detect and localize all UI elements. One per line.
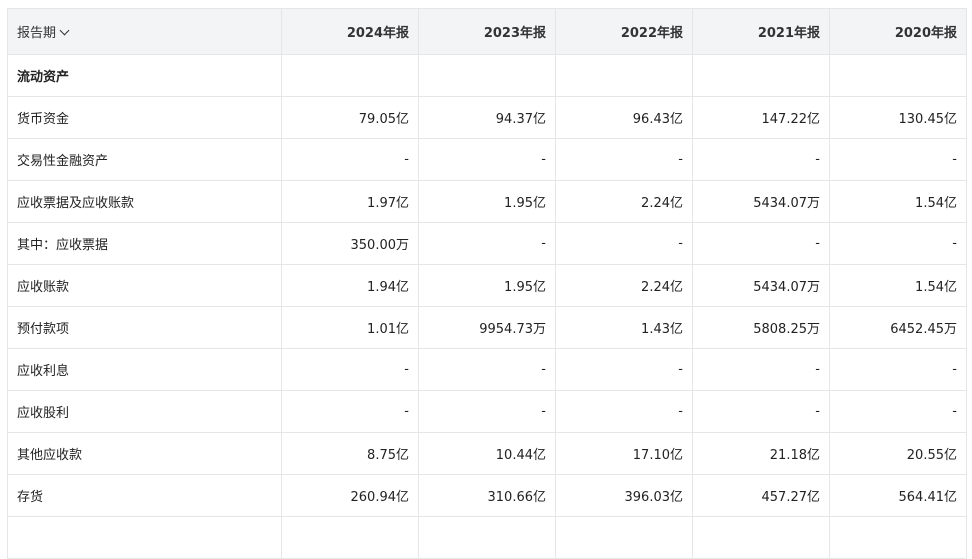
cell: - — [555, 348, 693, 391]
period-dropdown-label: 报告期 — [17, 26, 57, 41]
table-row: 预付款项 1.01亿 9954.73万 1.43亿 5808.25万 6452.… — [7, 306, 967, 349]
row-label: 货币资金 — [7, 96, 282, 139]
table-row — [7, 516, 967, 559]
cell: 9954.73万 — [418, 306, 556, 349]
table-row: 应收票据及应收账款 1.97亿 1.95亿 2.24亿 5434.07万 1.5… — [7, 180, 967, 223]
cell: 310.66亿 — [418, 474, 556, 517]
cell: - — [418, 348, 556, 391]
row-label: 交易性金融资产 — [7, 138, 282, 181]
table-row: 存货 260.94亿 310.66亿 396.03亿 457.27亿 564.4… — [7, 474, 967, 517]
table-row: 应收利息 - - - - - — [7, 348, 967, 391]
cell: 79.05亿 — [281, 96, 419, 139]
cell: - — [829, 390, 967, 433]
cell: - — [829, 138, 967, 181]
cell: - — [829, 348, 967, 391]
cell — [555, 54, 693, 97]
cell — [418, 516, 556, 559]
cell: 5434.07万 — [692, 264, 830, 307]
row-label: 应收票据及应收账款 — [7, 180, 282, 223]
cell: - — [418, 390, 556, 433]
chevron-down-icon — [59, 25, 70, 36]
cell — [555, 516, 693, 559]
table-row: 其他应收款 8.75亿 10.44亿 17.10亿 21.18亿 20.55亿 — [7, 432, 967, 475]
cell: 1.43亿 — [555, 306, 693, 349]
table-row: 应收股利 - - - - - — [7, 390, 967, 433]
table-row: 货币资金 79.05亿 94.37亿 96.43亿 147.22亿 130.45… — [7, 96, 967, 139]
cell: 2.24亿 — [555, 264, 693, 307]
cell: 10.44亿 — [418, 432, 556, 475]
cell: - — [555, 390, 693, 433]
cell: 94.37亿 — [418, 96, 556, 139]
row-label: 其他应收款 — [7, 432, 282, 475]
cell: - — [692, 348, 830, 391]
column-header-2020: 2020年报 — [829, 8, 967, 55]
cell: 1.97亿 — [281, 180, 419, 223]
balance-sheet-table-container: 报告期 2024年报 2023年报 2022年报 2021年报 2020年报 流… — [7, 8, 967, 559]
cell — [692, 54, 830, 97]
balance-sheet-table: 报告期 2024年报 2023年报 2022年报 2021年报 2020年报 流… — [7, 8, 967, 559]
cell: 396.03亿 — [555, 474, 693, 517]
cell: - — [281, 390, 419, 433]
cell — [692, 516, 830, 559]
column-header-2024: 2024年报 — [281, 8, 419, 55]
cell: 147.22亿 — [692, 96, 830, 139]
cell: - — [418, 138, 556, 181]
table-row: 交易性金融资产 - - - - - — [7, 138, 967, 181]
row-label: 流动资产 — [7, 54, 282, 97]
cell: 20.55亿 — [829, 432, 967, 475]
row-label: 应收账款 — [7, 264, 282, 307]
cell: 1.95亿 — [418, 264, 556, 307]
row-label: 存货 — [7, 474, 282, 517]
cell: 17.10亿 — [555, 432, 693, 475]
cell: - — [692, 222, 830, 265]
cell — [418, 54, 556, 97]
cell: 5808.25万 — [692, 306, 830, 349]
table-row: 其中：应收票据 350.00万 - - - - — [7, 222, 967, 265]
cell: 5434.07万 — [692, 180, 830, 223]
cell: 21.18亿 — [692, 432, 830, 475]
cell: 6452.45万 — [829, 306, 967, 349]
table-header-row: 报告期 2024年报 2023年报 2022年报 2021年报 2020年报 — [7, 8, 967, 55]
cell: - — [418, 222, 556, 265]
column-header-2022: 2022年报 — [555, 8, 693, 55]
row-label: 其中：应收票据 — [7, 222, 282, 265]
cell: 1.95亿 — [418, 180, 556, 223]
cell — [829, 54, 967, 97]
cell: - — [555, 138, 693, 181]
cell: - — [281, 348, 419, 391]
column-header-2023: 2023年报 — [418, 8, 556, 55]
cell: 1.94亿 — [281, 264, 419, 307]
cell: - — [555, 222, 693, 265]
cell: - — [829, 222, 967, 265]
cell: 350.00万 — [281, 222, 419, 265]
row-label: 应收利息 — [7, 348, 282, 391]
row-label — [7, 516, 282, 559]
cell: 564.41亿 — [829, 474, 967, 517]
cell: 1.01亿 — [281, 306, 419, 349]
cell: - — [692, 138, 830, 181]
cell: 2.24亿 — [555, 180, 693, 223]
cell: - — [281, 138, 419, 181]
cell — [281, 516, 419, 559]
row-label: 应收股利 — [7, 390, 282, 433]
cell: 1.54亿 — [829, 264, 967, 307]
column-header-2021: 2021年报 — [692, 8, 830, 55]
cell: 260.94亿 — [281, 474, 419, 517]
cell: - — [692, 390, 830, 433]
cell: 8.75亿 — [281, 432, 419, 475]
cell — [829, 516, 967, 559]
table-row: 流动资产 — [7, 54, 967, 97]
cell: 457.27亿 — [692, 474, 830, 517]
cell — [281, 54, 419, 97]
period-dropdown[interactable]: 报告期 — [7, 8, 282, 55]
cell: 130.45亿 — [829, 96, 967, 139]
cell: 1.54亿 — [829, 180, 967, 223]
table-row: 应收账款 1.94亿 1.95亿 2.24亿 5434.07万 1.54亿 — [7, 264, 967, 307]
row-label: 预付款项 — [7, 306, 282, 349]
cell: 96.43亿 — [555, 96, 693, 139]
